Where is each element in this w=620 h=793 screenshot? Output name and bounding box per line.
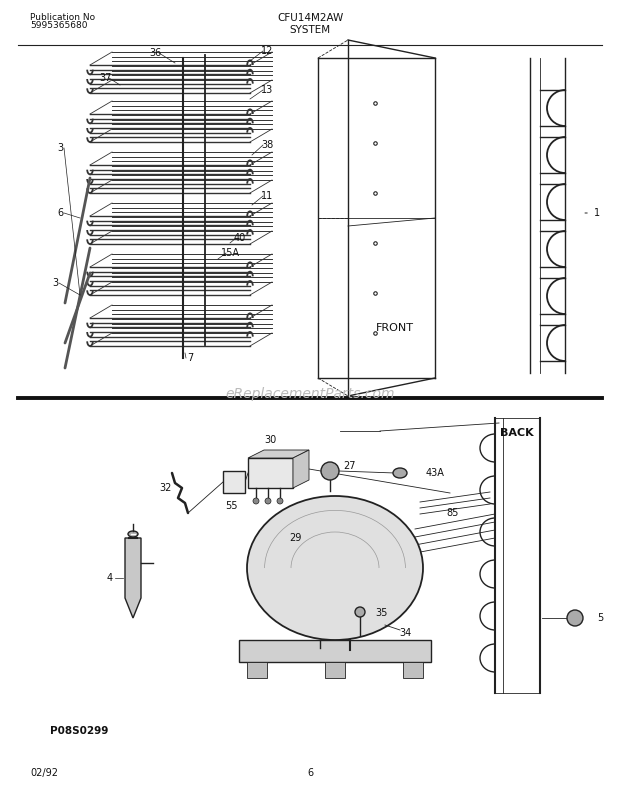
Text: 15A: 15A	[221, 248, 239, 258]
Text: 43A: 43A	[425, 468, 445, 478]
Polygon shape	[248, 450, 309, 458]
Circle shape	[277, 498, 283, 504]
Ellipse shape	[247, 496, 423, 640]
Circle shape	[321, 462, 339, 480]
Bar	[248, 458, 293, 488]
Text: eReplacementParts.com: eReplacementParts.com	[225, 387, 395, 401]
Circle shape	[567, 610, 583, 626]
Text: 36: 36	[149, 48, 161, 58]
Text: 40: 40	[234, 233, 246, 243]
Text: 27: 27	[343, 461, 356, 471]
Text: 02/92: 02/92	[30, 768, 58, 778]
Text: BACK: BACK	[500, 428, 534, 438]
Text: 3: 3	[57, 143, 63, 153]
Text: 37: 37	[99, 73, 111, 83]
Text: CFU14M2AW: CFU14M2AW	[277, 13, 343, 23]
Text: 12: 12	[261, 46, 273, 56]
Bar	[325, 662, 345, 678]
Bar	[247, 662, 267, 678]
Text: FRONT: FRONT	[376, 323, 414, 333]
Text: Publication No: Publication No	[30, 13, 95, 22]
Text: 29: 29	[289, 533, 301, 543]
Text: 5995365680: 5995365680	[30, 21, 87, 30]
Text: 85: 85	[447, 508, 459, 518]
Text: 55: 55	[224, 501, 237, 511]
Text: 6: 6	[307, 768, 313, 778]
Polygon shape	[293, 450, 309, 488]
Text: 1: 1	[594, 208, 600, 218]
Text: SYSTEM: SYSTEM	[290, 25, 330, 35]
Text: 6: 6	[57, 208, 63, 218]
Bar	[239, 640, 431, 662]
Text: 11: 11	[261, 191, 273, 201]
Ellipse shape	[393, 468, 407, 478]
Text: 4: 4	[107, 573, 113, 583]
Text: P08S0299: P08S0299	[50, 726, 108, 736]
Text: 32: 32	[159, 483, 171, 493]
Circle shape	[355, 607, 365, 617]
Circle shape	[265, 498, 271, 504]
Text: 30: 30	[264, 435, 276, 445]
Text: 34: 34	[399, 628, 411, 638]
Text: 38: 38	[261, 140, 273, 150]
Text: 7: 7	[187, 353, 193, 363]
Polygon shape	[125, 538, 141, 618]
Circle shape	[253, 498, 259, 504]
Ellipse shape	[128, 531, 138, 537]
Text: 35: 35	[376, 608, 388, 618]
Text: 13: 13	[261, 85, 273, 95]
Bar	[403, 662, 423, 678]
Bar	[223, 471, 245, 493]
Text: 5: 5	[597, 613, 603, 623]
Text: 3: 3	[52, 278, 58, 288]
